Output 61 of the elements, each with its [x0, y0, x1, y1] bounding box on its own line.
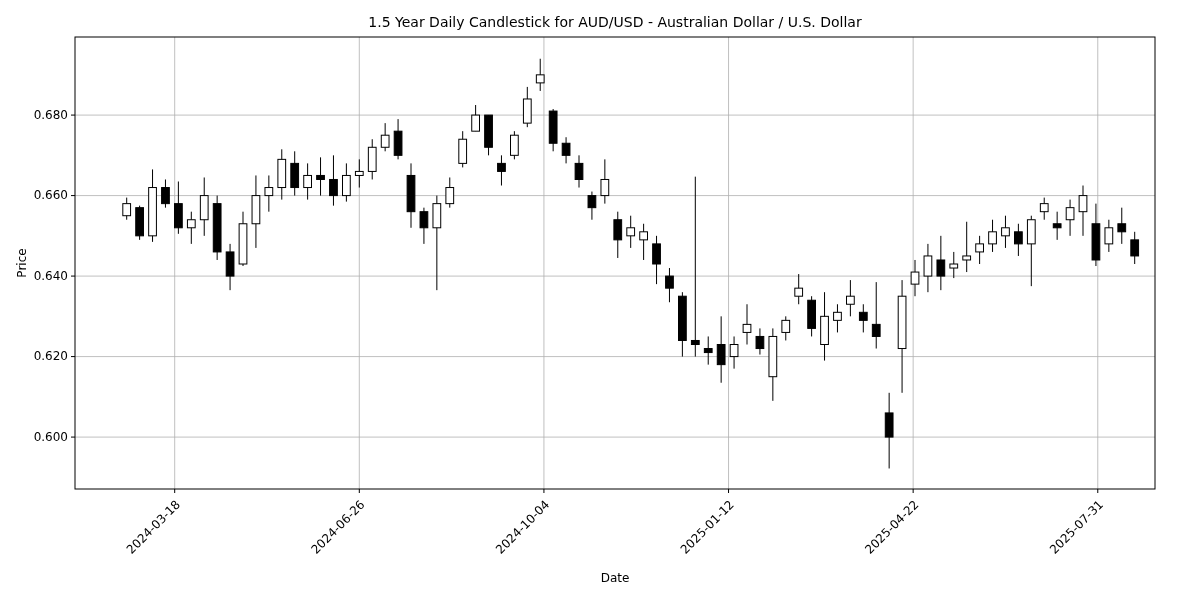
candlestick: [1130, 231, 1140, 265]
candlestick: [1078, 185, 1088, 237]
candlestick: [574, 154, 584, 189]
candlestick: [975, 235, 984, 265]
candlestick: [186, 211, 196, 245]
candlestick: [1039, 197, 1049, 221]
candlestick: [936, 235, 946, 291]
candlestick: [794, 273, 804, 305]
candlestick: [497, 154, 506, 187]
candlestick: [665, 267, 674, 303]
candlestick: [1001, 215, 1010, 249]
candlestick: [561, 136, 571, 164]
candlestick: [729, 335, 739, 370]
y-tick-label: 0.660: [33, 188, 68, 203]
candlestick: [419, 207, 429, 245]
y-tick-label: 0.640: [33, 268, 68, 283]
candlestick: [161, 178, 170, 209]
candlestick: [380, 122, 390, 152]
candlestick: [471, 104, 480, 132]
candlestick: [988, 219, 997, 253]
candlestick: [652, 235, 661, 285]
candlestick: [122, 197, 132, 221]
candlestick: [613, 211, 623, 259]
candlestick: [342, 162, 351, 203]
candlestick: [742, 303, 752, 345]
candlestick: [962, 221, 972, 273]
candlestick: [690, 176, 700, 358]
candlestick: [535, 58, 545, 92]
candlestick: [923, 243, 933, 293]
candlestick: [755, 327, 765, 356]
chart-title: 1.5 Year Daily Candlestick for AUD/USD - Australian Dollar / U.S. Dollar: [368, 14, 862, 30]
y-axis-title: Price: [15, 248, 29, 278]
candlestick: [626, 215, 636, 249]
candlestick: [833, 303, 842, 333]
candlestick: [1065, 199, 1075, 237]
candlestick: [354, 158, 364, 189]
candlestick: [716, 315, 726, 384]
candlestick: [264, 174, 274, 213]
candlestick: [587, 191, 597, 221]
candlestick: [910, 259, 920, 297]
candlestick: [639, 223, 648, 261]
candlestick: [329, 154, 338, 207]
y-tick-label: 0.600: [33, 429, 68, 444]
candlestick: [871, 281, 881, 350]
candlestick: [303, 162, 312, 201]
candlestick: [1104, 219, 1114, 253]
y-tick-label: 0.620: [33, 349, 68, 364]
candlestick: [1052, 211, 1062, 241]
candlestick: [510, 130, 519, 160]
candlestick: [858, 303, 868, 333]
candlestick: [1014, 223, 1023, 257]
candlestick: [600, 158, 610, 205]
candlestick: [703, 335, 713, 366]
candlestick: [781, 315, 791, 341]
x-axis-title: Date: [600, 571, 630, 585]
candlestick: [1117, 207, 1127, 245]
candlestick: [846, 279, 855, 317]
candlestick: [445, 176, 455, 209]
candlestick: [316, 156, 325, 197]
y-tick-label: 0.680: [33, 107, 68, 122]
candlestick: [949, 251, 959, 279]
